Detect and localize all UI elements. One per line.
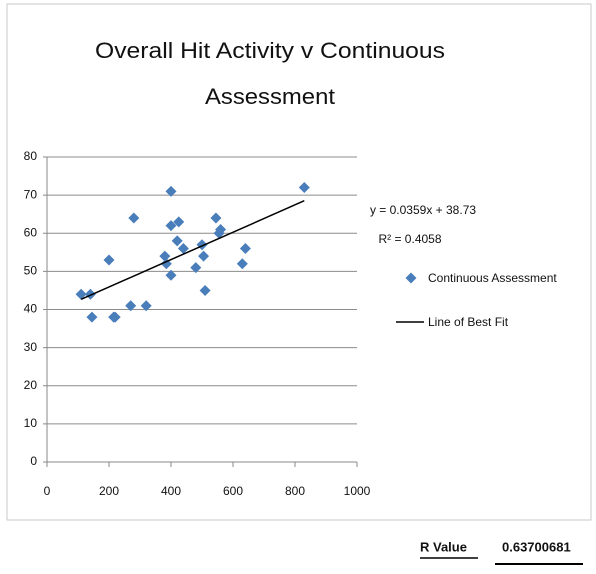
point — [173, 216, 185, 228]
point — [86, 311, 98, 323]
point — [75, 288, 87, 300]
point — [109, 311, 121, 323]
legend-label: Continuous Assessment — [428, 271, 557, 285]
footer-value: 0.63700681 — [502, 539, 571, 554]
point — [125, 300, 137, 312]
point — [165, 220, 177, 232]
y-tick-label: 60 — [24, 225, 38, 239]
footer-label: R Value — [420, 539, 467, 554]
y-tick-label: 80 — [24, 149, 38, 163]
trend-r-squared: R² = 0.4058 — [378, 232, 441, 246]
point — [128, 212, 140, 224]
chart-title: Assessment — [205, 84, 335, 109]
point — [298, 182, 310, 193]
y-tick-label: 10 — [24, 416, 38, 430]
point — [236, 258, 248, 270]
point — [140, 300, 152, 312]
point — [103, 254, 115, 266]
point — [215, 223, 227, 235]
x-tick-label: 1000 — [344, 484, 371, 498]
point — [210, 212, 222, 224]
x-tick-label: 0 — [44, 484, 51, 498]
point — [190, 262, 202, 274]
y-tick-label: 40 — [24, 302, 38, 316]
legend-marker — [405, 272, 417, 284]
y-tick-label: 50 — [24, 264, 38, 278]
x-tick-label: 800 — [285, 484, 305, 498]
trend-equation: y = 0.0359x + 38.73 — [370, 203, 476, 217]
point — [171, 235, 183, 247]
legend-label: Line of Best Fit — [428, 315, 509, 329]
chart-frame — [6, 3, 592, 521]
y-tick-label: 30 — [24, 340, 38, 354]
point — [177, 243, 189, 254]
trend-line — [80, 200, 305, 300]
point — [239, 243, 251, 254]
x-tick-label: 200 — [99, 484, 119, 498]
point — [165, 185, 177, 197]
point — [165, 269, 177, 281]
point — [198, 250, 210, 262]
chart-title: Overall Hit Activity v Continuous — [95, 38, 445, 63]
point — [159, 250, 171, 262]
point — [199, 284, 211, 296]
x-tick-label: 600 — [223, 484, 243, 498]
y-tick-label: 0 — [30, 454, 37, 468]
y-tick-label: 20 — [24, 378, 38, 392]
x-tick-label: 400 — [161, 484, 181, 498]
y-tick-label: 70 — [24, 187, 38, 201]
